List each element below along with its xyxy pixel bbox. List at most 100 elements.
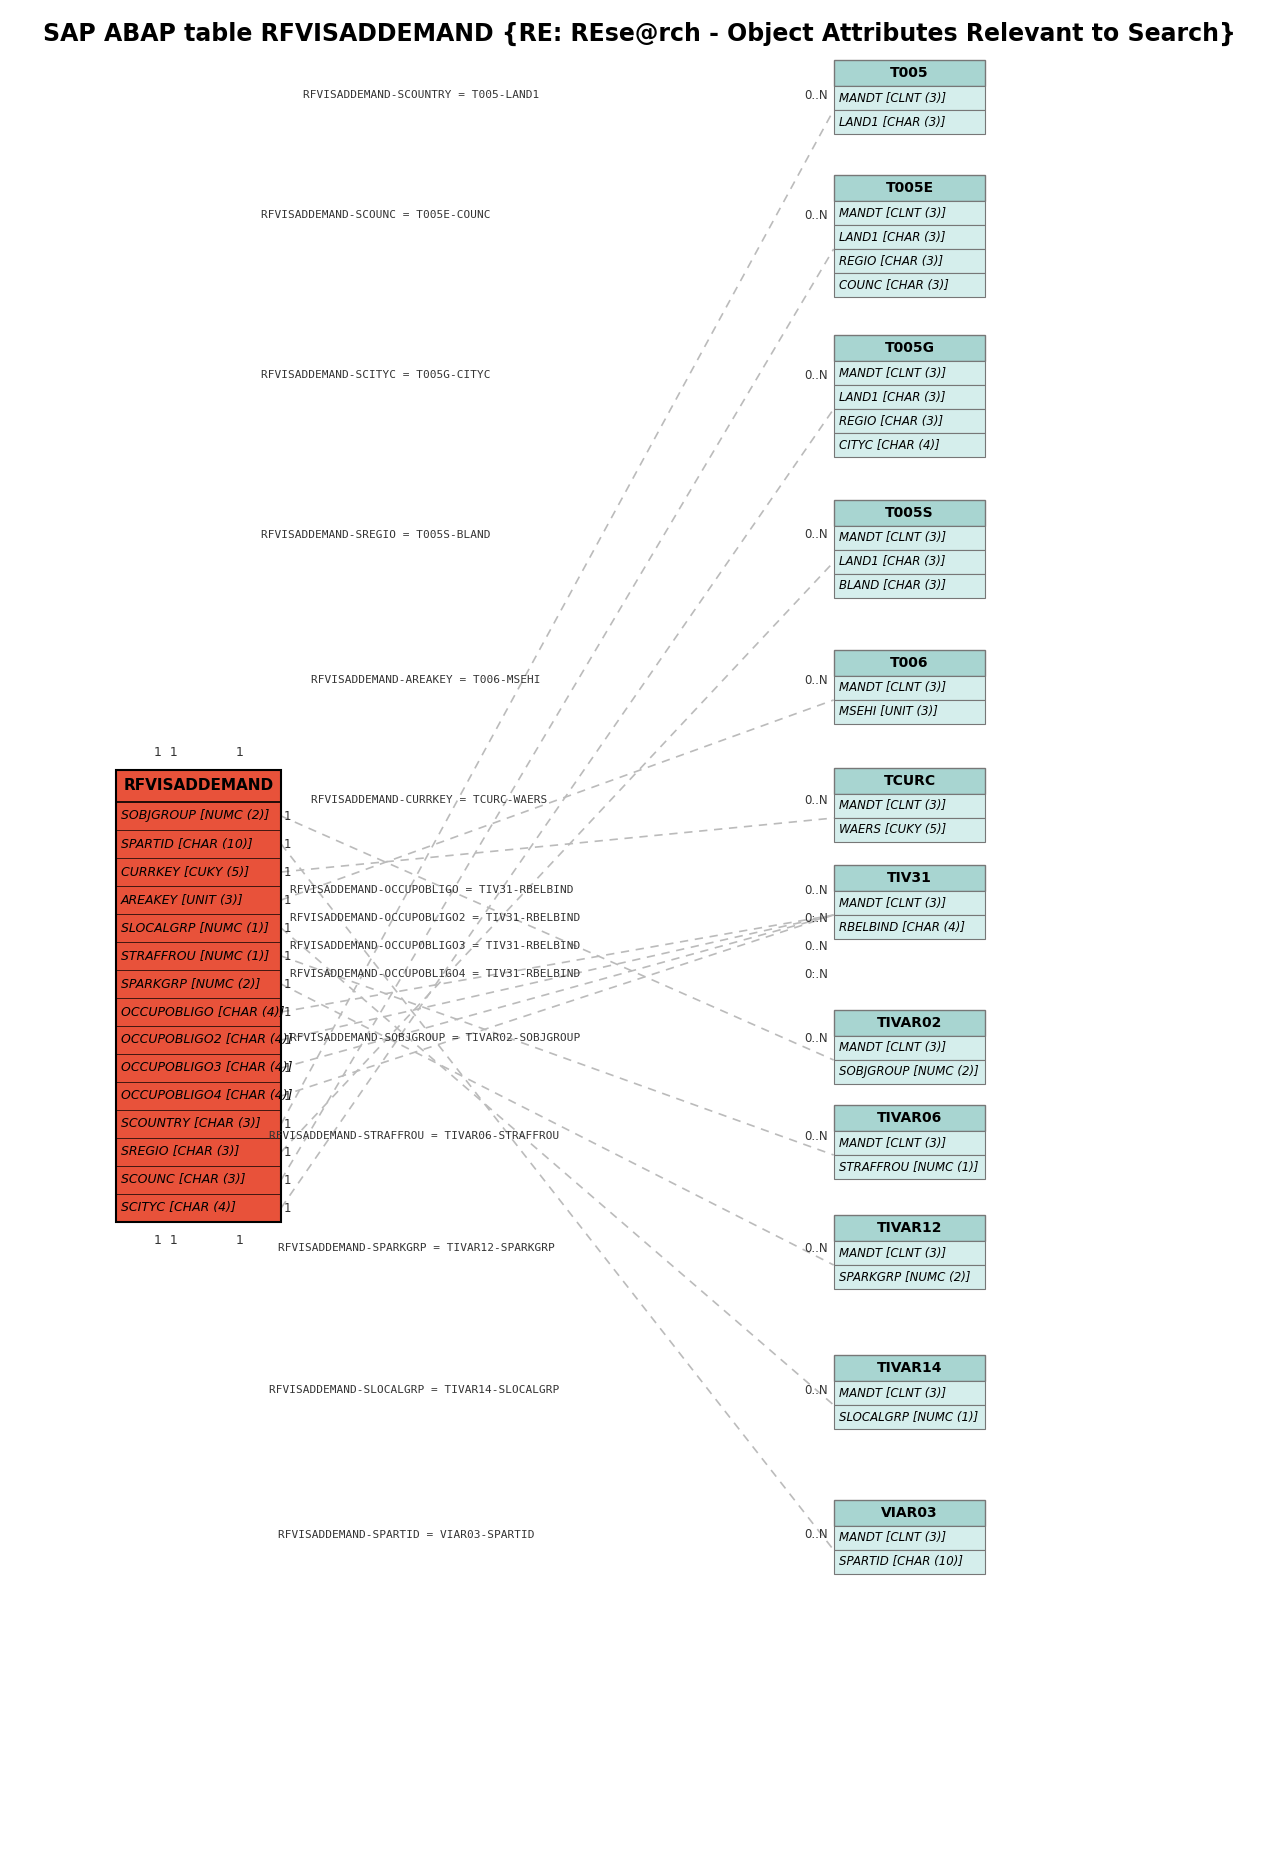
Text: 1: 1 bbox=[235, 745, 244, 758]
FancyBboxPatch shape bbox=[834, 59, 985, 86]
FancyBboxPatch shape bbox=[834, 409, 985, 433]
Text: MSEHI [UNIT (3)]: MSEHI [UNIT (3)] bbox=[839, 706, 938, 718]
FancyBboxPatch shape bbox=[834, 175, 985, 201]
Text: 1: 1 bbox=[284, 809, 292, 822]
Text: 0..N: 0..N bbox=[804, 528, 828, 541]
FancyBboxPatch shape bbox=[834, 1154, 985, 1179]
Text: RFVISADDEMAND-SCOUNC = T005E-COUNC: RFVISADDEMAND-SCOUNC = T005E-COUNC bbox=[261, 210, 490, 219]
Text: COUNC [CHAR (3)]: COUNC [CHAR (3)] bbox=[839, 279, 949, 292]
Text: RFVISADDEMAND-SCOUNTRY = T005-LAND1: RFVISADDEMAND-SCOUNTRY = T005-LAND1 bbox=[303, 89, 540, 100]
Text: 0..N: 0..N bbox=[804, 883, 828, 896]
Text: MANDT [CLNT (3)]: MANDT [CLNT (3)] bbox=[839, 896, 946, 909]
Text: OCCUPOBLIGO4 [CHAR (4)]: OCCUPOBLIGO4 [CHAR (4)] bbox=[122, 1089, 293, 1102]
FancyBboxPatch shape bbox=[834, 1009, 985, 1035]
Text: MANDT [CLNT (3)]: MANDT [CLNT (3)] bbox=[839, 206, 946, 219]
FancyBboxPatch shape bbox=[834, 574, 985, 599]
Text: SPARKGRP [NUMC (2)]: SPARKGRP [NUMC (2)] bbox=[839, 1270, 971, 1283]
Text: TCURC: TCURC bbox=[884, 773, 935, 788]
Text: SPARKGRP [NUMC (2)]: SPARKGRP [NUMC (2)] bbox=[122, 978, 261, 991]
FancyBboxPatch shape bbox=[834, 361, 985, 385]
Text: 0..N: 0..N bbox=[804, 208, 828, 221]
Text: MANDT [CLNT (3)]: MANDT [CLNT (3)] bbox=[839, 366, 946, 379]
Text: 1: 1 bbox=[284, 1145, 292, 1158]
Text: RFVISADDEMAND-OCCUPOBLIGO2 = TIV31-RBELBIND: RFVISADDEMAND-OCCUPOBLIGO2 = TIV31-RBELB… bbox=[290, 913, 581, 924]
Text: SCOUNC [CHAR (3)]: SCOUNC [CHAR (3)] bbox=[122, 1173, 246, 1186]
Text: 1: 1 bbox=[284, 1061, 292, 1075]
Text: TIVAR06: TIVAR06 bbox=[877, 1112, 943, 1125]
FancyBboxPatch shape bbox=[834, 1381, 985, 1405]
FancyBboxPatch shape bbox=[834, 1355, 985, 1381]
Text: MANDT [CLNT (3)]: MANDT [CLNT (3)] bbox=[839, 1041, 946, 1054]
Text: 1: 1 bbox=[284, 1117, 292, 1130]
Text: RFVISADDEMAND-SPARTID = VIAR03-SPARTID: RFVISADDEMAND-SPARTID = VIAR03-SPARTID bbox=[278, 1530, 535, 1539]
Text: 0..N: 0..N bbox=[804, 939, 828, 952]
Text: 0..N: 0..N bbox=[804, 1528, 828, 1541]
Text: SCITYC [CHAR (4)]: SCITYC [CHAR (4)] bbox=[122, 1201, 235, 1214]
FancyBboxPatch shape bbox=[834, 890, 985, 915]
Text: 0:.N: 0:.N bbox=[804, 967, 828, 980]
FancyBboxPatch shape bbox=[116, 770, 281, 1221]
Text: RFVISADDEMAND-SPARKGRP = TIVAR12-SPARKGRP: RFVISADDEMAND-SPARKGRP = TIVAR12-SPARKGR… bbox=[278, 1244, 555, 1253]
Text: LAND1 [CHAR (3)]: LAND1 [CHAR (3)] bbox=[839, 231, 945, 244]
FancyBboxPatch shape bbox=[834, 201, 985, 225]
Text: RFVISADDEMAND-OCCUPOBLIGO4 = TIV31-RBELBIND: RFVISADDEMAND-OCCUPOBLIGO4 = TIV31-RBELB… bbox=[290, 969, 581, 980]
Text: RFVISADDEMAND-SCITYC = T005G-CITYC: RFVISADDEMAND-SCITYC = T005G-CITYC bbox=[261, 370, 490, 379]
Text: 0..N: 0..N bbox=[804, 1242, 828, 1255]
FancyBboxPatch shape bbox=[834, 86, 985, 110]
FancyBboxPatch shape bbox=[834, 794, 985, 818]
Text: MANDT [CLNT (3)]: MANDT [CLNT (3)] bbox=[839, 799, 946, 812]
Text: SOBJGROUP [NUMC (2)]: SOBJGROUP [NUMC (2)] bbox=[122, 809, 270, 822]
FancyBboxPatch shape bbox=[834, 864, 985, 890]
Text: 1: 1 bbox=[284, 950, 292, 963]
Text: SPARTID [CHAR (10)]: SPARTID [CHAR (10)] bbox=[122, 838, 253, 851]
FancyBboxPatch shape bbox=[834, 225, 985, 249]
FancyBboxPatch shape bbox=[834, 1035, 985, 1060]
Text: CURRKEY [CUKY (5)]: CURRKEY [CUKY (5)] bbox=[122, 866, 249, 879]
Text: RFVISADDEMAND-SOBJGROUP = TIVAR02-SOBJGROUP: RFVISADDEMAND-SOBJGROUP = TIVAR02-SOBJGR… bbox=[290, 1034, 581, 1043]
FancyBboxPatch shape bbox=[834, 385, 985, 409]
Text: TIVAR14: TIVAR14 bbox=[876, 1361, 943, 1376]
Text: CITYC [CHAR (4)]: CITYC [CHAR (4)] bbox=[839, 439, 940, 452]
FancyBboxPatch shape bbox=[834, 550, 985, 574]
Text: LAND1 [CHAR (3)]: LAND1 [CHAR (3)] bbox=[839, 115, 945, 128]
Text: RFVISADDEMAND-SREGIO = T005S-BLAND: RFVISADDEMAND-SREGIO = T005S-BLAND bbox=[261, 530, 490, 539]
Text: T005: T005 bbox=[890, 67, 929, 80]
Text: RFVISADDEMAND-STRAFFROU = TIVAR06-STRAFFROU: RFVISADDEMAND-STRAFFROU = TIVAR06-STRAFF… bbox=[270, 1130, 559, 1141]
FancyBboxPatch shape bbox=[834, 1060, 985, 1084]
Text: 1: 1 bbox=[284, 1173, 292, 1186]
FancyBboxPatch shape bbox=[834, 249, 985, 273]
Text: BLAND [CHAR (3)]: BLAND [CHAR (3)] bbox=[839, 580, 945, 593]
FancyBboxPatch shape bbox=[834, 526, 985, 550]
Text: RFVISADDEMAND-AREAKEY = T006-MSEHI: RFVISADDEMAND-AREAKEY = T006-MSEHI bbox=[311, 675, 541, 684]
Text: 1: 1 bbox=[284, 866, 292, 879]
Text: OCCUPOBLIGO3 [CHAR (4)]: OCCUPOBLIGO3 [CHAR (4)] bbox=[122, 1061, 293, 1075]
Text: TIVAR02: TIVAR02 bbox=[877, 1017, 943, 1030]
Text: 1: 1 bbox=[284, 1201, 292, 1214]
Text: TIVAR12: TIVAR12 bbox=[876, 1221, 943, 1234]
FancyBboxPatch shape bbox=[834, 701, 985, 723]
Text: LAND1 [CHAR (3)]: LAND1 [CHAR (3)] bbox=[839, 556, 945, 569]
Text: SLOCALGRP [NUMC (1)]: SLOCALGRP [NUMC (1)] bbox=[122, 922, 269, 935]
Text: MANDT [CLNT (3)]: MANDT [CLNT (3)] bbox=[839, 1387, 946, 1400]
Text: SOBJGROUP [NUMC (2)]: SOBJGROUP [NUMC (2)] bbox=[839, 1065, 978, 1078]
Text: 0..N: 0..N bbox=[804, 1130, 828, 1143]
FancyBboxPatch shape bbox=[834, 500, 985, 526]
Text: RFVISADDEMAND-OCCUPOBLIGO = TIV31-RBELBIND: RFVISADDEMAND-OCCUPOBLIGO = TIV31-RBELBI… bbox=[290, 885, 574, 894]
Text: AREAKEY [UNIT (3)]: AREAKEY [UNIT (3)] bbox=[122, 894, 244, 907]
FancyBboxPatch shape bbox=[834, 768, 985, 794]
Text: SPARTID [CHAR (10)]: SPARTID [CHAR (10)] bbox=[839, 1556, 963, 1569]
Text: WAERS [CUKY (5)]: WAERS [CUKY (5)] bbox=[839, 824, 946, 837]
Text: 1: 1 bbox=[284, 978, 292, 991]
Text: 0..N: 0..N bbox=[804, 1032, 828, 1045]
Text: MANDT [CLNT (3)]: MANDT [CLNT (3)] bbox=[839, 1136, 946, 1149]
FancyBboxPatch shape bbox=[834, 1216, 985, 1242]
Text: 0..N: 0..N bbox=[804, 794, 828, 807]
Text: REGIO [CHAR (3)]: REGIO [CHAR (3)] bbox=[839, 255, 943, 268]
Text: RFVISADDEMAND: RFVISADDEMAND bbox=[124, 779, 274, 794]
Text: 0..N: 0..N bbox=[804, 1383, 828, 1396]
FancyBboxPatch shape bbox=[834, 818, 985, 842]
Text: 1  1: 1 1 bbox=[153, 745, 178, 758]
FancyBboxPatch shape bbox=[834, 273, 985, 297]
Text: T005S: T005S bbox=[885, 506, 934, 521]
FancyBboxPatch shape bbox=[834, 1242, 985, 1264]
